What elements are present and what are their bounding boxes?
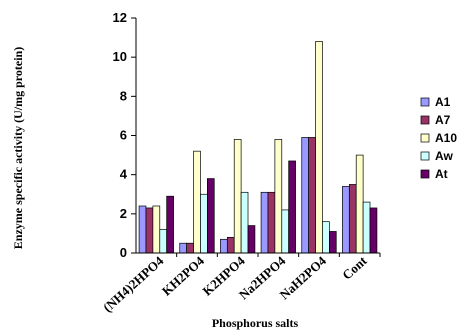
bar-at-0 bbox=[166, 195, 174, 254]
y-ticks: 0 2 4 6 8 10 12 bbox=[113, 10, 136, 260]
bar-a1-3 bbox=[260, 191, 269, 254]
y-tick-label: 12 bbox=[113, 10, 127, 25]
legend-swatch-a7 bbox=[420, 115, 430, 125]
legend-label-a10: A10 bbox=[435, 131, 457, 145]
bar-a7-0 bbox=[145, 207, 154, 254]
bar-at-3 bbox=[288, 160, 296, 254]
bar-a7-2 bbox=[226, 236, 235, 254]
y-tick-label: 2 bbox=[120, 206, 127, 221]
y-tick-label: 4 bbox=[120, 167, 128, 182]
y-tick-label: 10 bbox=[113, 49, 127, 64]
bar-aw-5 bbox=[362, 201, 371, 254]
bar-a1-2 bbox=[220, 238, 228, 254]
x-axis-title: Phosphorus salts bbox=[212, 316, 299, 330]
bar-aw-4 bbox=[322, 221, 330, 254]
x-tick-label: KH2PO4 bbox=[159, 253, 208, 299]
bar-a7-3 bbox=[267, 191, 276, 254]
bars-layer bbox=[138, 41, 381, 257]
legend-swatch-a10 bbox=[420, 133, 430, 143]
bar-aw-2 bbox=[240, 191, 249, 254]
bar-at-4 bbox=[329, 231, 337, 254]
legend-label-a1: A1 bbox=[435, 95, 451, 109]
y-axis-title: Enzyme specific activity (U/mg protein) bbox=[11, 47, 25, 249]
bar-a1-1 bbox=[179, 242, 188, 254]
bar-a10-2 bbox=[233, 139, 242, 254]
bar-a1-5 bbox=[342, 186, 350, 254]
bar-a10-3 bbox=[274, 139, 283, 254]
bar-at-2 bbox=[247, 225, 256, 254]
y-tick-label: 6 bbox=[120, 128, 127, 143]
x-tick-label: (NH4)2HPO4 bbox=[100, 253, 167, 315]
bar-a1-4 bbox=[301, 137, 310, 254]
bar-a10-4 bbox=[315, 41, 323, 254]
y-tick-label: 0 bbox=[120, 245, 127, 260]
bar-aw-3 bbox=[281, 209, 290, 254]
legend: A1 A7 A10 Aw At bbox=[420, 95, 457, 181]
legend-label-a7: A7 bbox=[435, 113, 451, 127]
legend-swatch-a1 bbox=[420, 97, 430, 107]
bar-a7-4 bbox=[308, 137, 316, 254]
bar-a10-1 bbox=[193, 150, 201, 254]
bar-a7-5 bbox=[348, 184, 357, 254]
legend-label-at: At bbox=[435, 167, 448, 181]
bar-aw-0 bbox=[159, 229, 168, 254]
bar-a10-0 bbox=[152, 205, 161, 254]
bar-at-5 bbox=[369, 207, 378, 254]
legend-label-aw: Aw bbox=[435, 149, 453, 163]
bar-a7-1 bbox=[186, 242, 194, 254]
bar-a1-0 bbox=[138, 205, 147, 254]
x-tick-label: Cont bbox=[339, 253, 370, 283]
legend-swatch-at bbox=[420, 169, 430, 179]
legend-swatch-aw bbox=[420, 151, 430, 161]
y-tick-label: 8 bbox=[120, 88, 127, 103]
bar-at-1 bbox=[207, 178, 215, 254]
bar-aw-1 bbox=[200, 193, 208, 254]
bar-a10-5 bbox=[355, 154, 364, 254]
